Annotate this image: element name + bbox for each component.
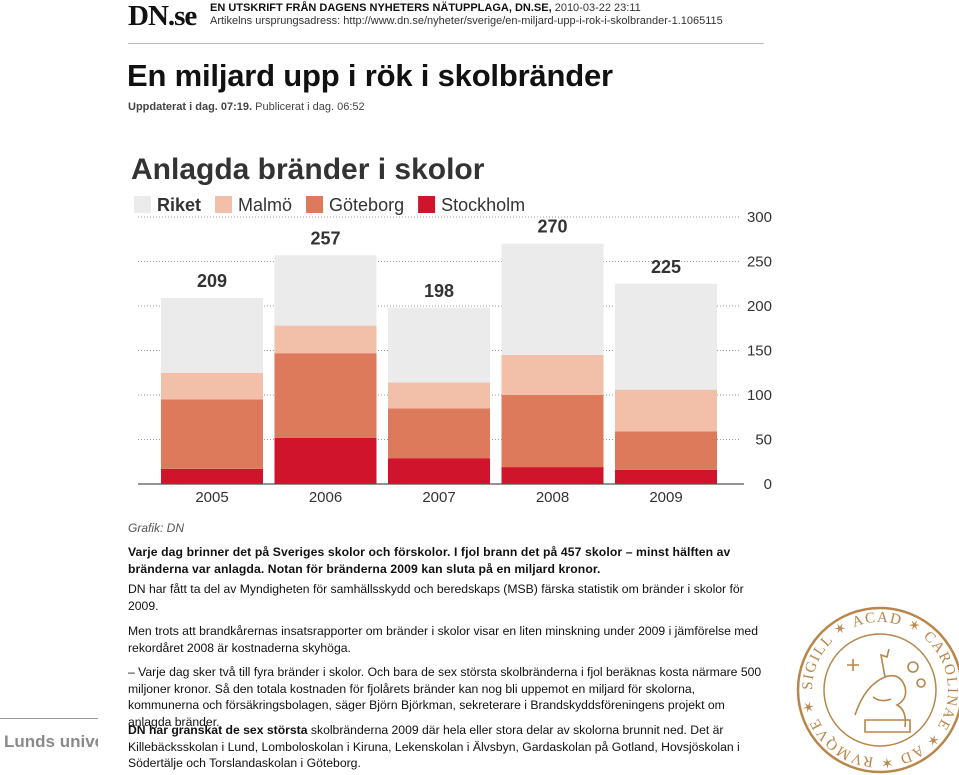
- footer-divider: [0, 718, 98, 719]
- x-tick-label: 2009: [649, 489, 682, 506]
- legend-label: Malmö: [238, 195, 292, 215]
- legend-label: Göteborg: [329, 195, 404, 215]
- legend-swatch: [134, 196, 151, 213]
- legend-swatch: [418, 196, 436, 213]
- bar-segment-riket: [388, 307, 490, 383]
- legend-label: Riket: [157, 195, 201, 215]
- x-tick-label: 2007: [422, 489, 455, 506]
- legend-swatch: [306, 196, 324, 213]
- bar-segment-riket: [615, 283, 717, 390]
- updated-value: i dag. 07:19.: [189, 101, 253, 113]
- article-paragraph: Men trots att brandkårernas insatsrappor…: [128, 624, 758, 655]
- university-name: Lunds universitet: [4, 732, 98, 751]
- bar-segment-stockholm: [501, 467, 604, 484]
- y-tick-label: 250: [747, 254, 772, 271]
- bar-segment-göteborg: [161, 399, 263, 469]
- bar-segment-malmö: [501, 354, 604, 395]
- bar-segment-stockholm: [161, 468, 263, 484]
- x-tick-label: 2006: [309, 489, 342, 506]
- article-quote: – Varje dag sker två till fyra bränder i…: [128, 665, 762, 729]
- school-fires-chart: Anlagda bränder i skolor Riket Malmö Götebo…: [131, 153, 772, 506]
- updated-label: Uppdaterat: [128, 101, 187, 113]
- dn-logo: DN.se: [128, 0, 197, 32]
- bar-total-label: 257: [310, 228, 340, 248]
- article-paragraph: DN har granskat de sex största skolbränd…: [128, 722, 768, 772]
- university-seal-logo: SIGILL ✶ ACAD ✶ CAROLINAE ✶ AD ✶ RVMQVE …: [795, 605, 959, 774]
- x-tick-label: 2008: [536, 489, 569, 506]
- y-tick-label: 150: [747, 343, 772, 360]
- bar-total-label: 209: [197, 271, 227, 291]
- bar-segment-riket: [161, 297, 263, 373]
- bar-segment-stockholm: [388, 458, 490, 484]
- bar-segment-malmö: [274, 325, 377, 354]
- bar-segment-malmö: [161, 372, 263, 400]
- article-paragraph: DN har fått ta del av Myndigheten för sa…: [128, 582, 744, 613]
- bar-segment-göteborg: [274, 353, 377, 438]
- bar-total-label: 225: [651, 257, 681, 277]
- print-header: EN UTSKRIFT FRÅN DAGENS NYHETERS NÄTUPPL…: [210, 2, 641, 14]
- bar-segment-stockholm: [615, 469, 717, 484]
- bar-segment-göteborg: [388, 408, 490, 459]
- graphic-credit: Grafik: DN: [128, 521, 185, 535]
- bar-total-label: 198: [424, 281, 454, 301]
- paragraph-bold-lead: DN har granskat de sex största: [128, 723, 308, 737]
- y-tick-label: 0: [764, 476, 772, 493]
- legend-swatch: [215, 196, 233, 213]
- y-tick-label: 300: [747, 209, 772, 226]
- bar-segment-riket: [501, 243, 604, 355]
- print-datetime: 2010-03-22 23:11: [554, 2, 641, 14]
- source-url: Artikelns ursprungsadress: http://www.dn…: [210, 15, 723, 27]
- bar-segment-stockholm: [274, 437, 377, 484]
- article-title: En miljard upp i rök i skolbränder: [127, 58, 613, 93]
- bar-segment-riket: [274, 255, 377, 326]
- bar-segment-göteborg: [501, 395, 604, 468]
- published-label: Publicerat i dag. 06:52: [255, 101, 365, 113]
- bar-segment-göteborg: [615, 431, 717, 470]
- header-divider: [128, 43, 764, 44]
- bar-segment-malmö: [615, 389, 717, 432]
- chart-title: Anlagda bränder i skolor: [131, 153, 485, 186]
- print-label: EN UTSKRIFT FRÅN DAGENS NYHETERS NÄTUPPL…: [210, 2, 552, 14]
- x-tick-label: 2005: [195, 489, 228, 506]
- y-tick-label: 200: [747, 298, 772, 315]
- y-tick-label: 50: [755, 432, 772, 449]
- y-tick-label: 100: [747, 387, 772, 404]
- article-lead: Varje dag brinner det på Sveriges skolor…: [128, 545, 731, 576]
- article-timestamps: Uppdaterat i dag. 07:19. Publicerat i da…: [128, 101, 365, 113]
- legend-label: Stockholm: [441, 195, 525, 215]
- bar-total-label: 270: [537, 217, 567, 237]
- bar-segment-malmö: [388, 382, 490, 409]
